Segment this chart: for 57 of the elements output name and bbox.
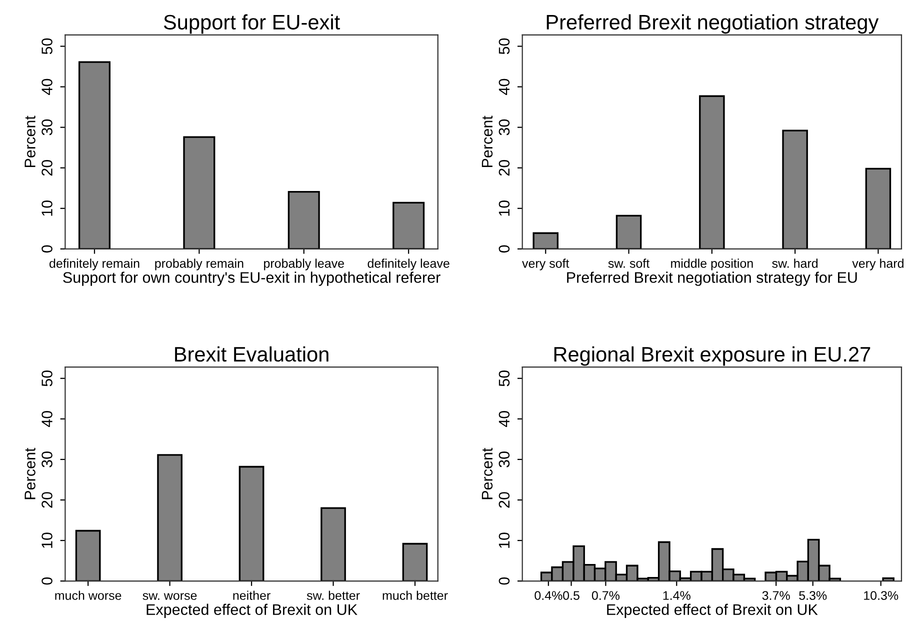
y-axis-title: Percent <box>24 116 36 167</box>
y-tick-label: 30 <box>498 119 510 136</box>
x-tick-label: sw. worse <box>142 593 197 600</box>
x-tick-label: definitely leave <box>368 258 450 270</box>
y-tick-label: 40 <box>498 78 510 95</box>
chart-title: Regional Brexit exposure in EU.27 <box>554 346 870 366</box>
y-tick-label: 20 <box>42 160 52 176</box>
y-tick-label: 20 <box>498 492 510 508</box>
x-axis-title: Expected effect of Brexit on UK <box>607 604 818 618</box>
x-tick-label: very hard <box>852 258 904 270</box>
y-tick-label: 50 <box>42 38 52 54</box>
y-tick-label: 40 <box>42 78 52 95</box>
x-tick-label: 0.7% <box>592 591 620 600</box>
y-tick-label: 0 <box>42 577 52 585</box>
y-tick-label: 30 <box>42 119 52 136</box>
y-tick-label: 0 <box>498 245 510 253</box>
x-tick-label: 0.5 <box>563 591 580 600</box>
x-tick-label: sw. hard <box>772 258 818 268</box>
y-axis-title: Percent <box>482 448 493 500</box>
x-tick-label: probably leave <box>264 258 344 270</box>
x-tick-label: 3.7% <box>762 591 790 600</box>
y-axis-title: Percent <box>482 116 493 167</box>
y-tick-label: 40 <box>42 411 52 428</box>
y-axis-title: Percent <box>24 448 36 500</box>
x-tick-label: sw. better <box>306 590 360 600</box>
x-tick-label: probably remain <box>155 258 244 270</box>
x-axis-title: Support for own country's EU-exit in hypothetical referer <box>63 272 440 286</box>
x-tick-label: 0.4% <box>534 591 562 600</box>
x-tick-label: much better <box>382 590 448 600</box>
chart-title: Support for EU-exit <box>164 14 340 34</box>
x-tick-label: very soft <box>522 258 570 270</box>
y-tick-label: 10 <box>498 200 510 216</box>
y-tick-label: 50 <box>42 370 52 386</box>
x-tick-label: neither <box>233 590 270 600</box>
y-tick-label: 30 <box>42 452 52 468</box>
chart-title: Preferred Brexit negotiation strategy <box>546 14 879 34</box>
y-tick-label: 10 <box>498 532 510 548</box>
x-tick-label: 1.4% <box>663 591 690 600</box>
x-axis-title: Preferred Brexit negotiation strategy for EU <box>567 272 857 286</box>
y-tick-label: 50 <box>498 38 510 54</box>
chart-title: Brexit Evaluation <box>175 346 328 362</box>
y-tick-label: 0 <box>42 245 52 253</box>
y-tick-label: 50 <box>498 370 510 386</box>
x-tick-label: definitely remain <box>50 258 140 270</box>
x-axis-title: Expected effect of Brexit on UK <box>146 604 358 618</box>
y-tick-label: 20 <box>42 492 52 508</box>
y-tick-label: 0 <box>498 577 510 585</box>
y-tick-label: 30 <box>498 452 510 468</box>
x-tick-label: much worse <box>55 590 122 600</box>
y-tick-label: 20 <box>498 160 510 176</box>
y-tick-label: 10 <box>42 532 52 548</box>
y-tick-label: 10 <box>42 200 52 216</box>
y-tick-label: 40 <box>498 411 510 428</box>
x-tick-label: sw. soft <box>608 258 650 268</box>
x-tick-label: middle position <box>671 258 753 270</box>
x-tick-label: 5.3% <box>799 591 827 600</box>
x-tick-label: 10.3% <box>864 591 898 600</box>
